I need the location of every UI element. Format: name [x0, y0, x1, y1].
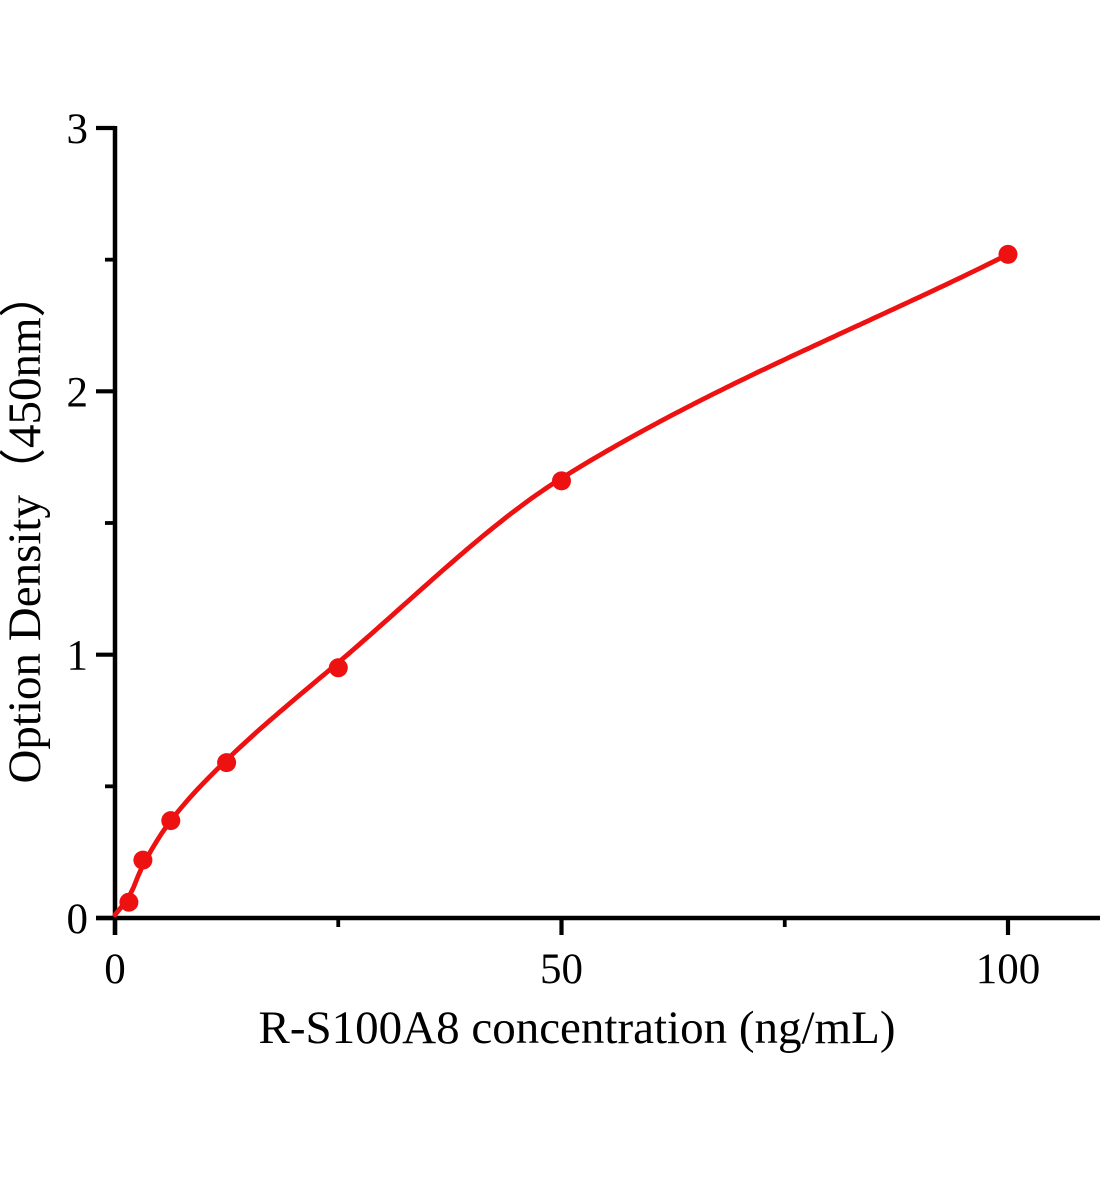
- y-tick-label: 1: [67, 633, 89, 680]
- x-tick-label: 0: [104, 946, 126, 993]
- data-point: [133, 850, 153, 870]
- data-points: [119, 244, 1018, 912]
- data-point: [161, 811, 181, 831]
- data-point: [998, 244, 1018, 264]
- axes: 0 1 2 3 0 50 100: [67, 106, 1100, 993]
- y-tick-label: 3: [67, 106, 89, 153]
- data-point: [328, 658, 348, 678]
- x-tick-label: 50: [540, 946, 583, 993]
- x-tick-label: 100: [976, 946, 1041, 993]
- data-point: [217, 753, 237, 773]
- y-tick-label: 0: [67, 896, 89, 943]
- y-axis-title: Option Density（450nm）: [0, 270, 51, 783]
- data-point: [552, 471, 571, 491]
- data-point: [119, 892, 139, 912]
- y-tick-label: 2: [67, 369, 89, 416]
- x-axis-title: R-S100A8 concentration (ng/mL): [259, 1002, 896, 1054]
- fit-curve-line: [112, 252, 1011, 918]
